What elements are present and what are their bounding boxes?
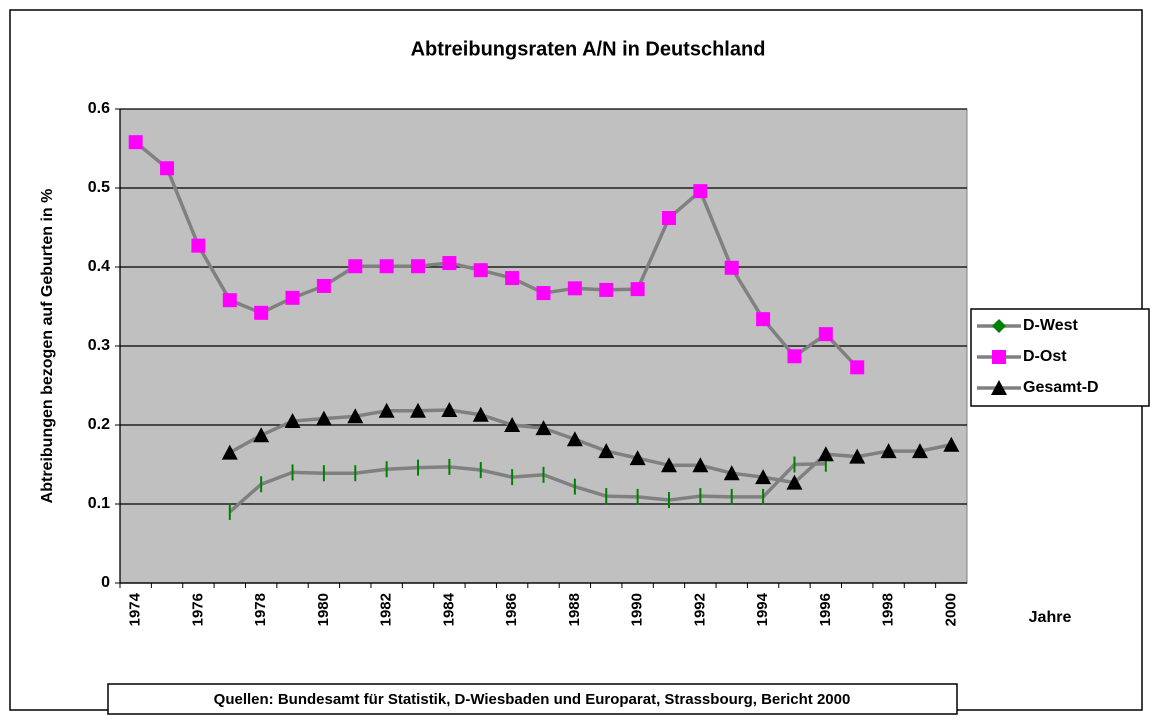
y-tick-label: 0.6 — [88, 100, 110, 117]
point-marker — [315, 410, 332, 426]
x-tick-label: 1978 — [252, 593, 269, 626]
point-marker — [943, 436, 960, 452]
point-marker — [285, 290, 300, 305]
x-tick-label: 2000 — [942, 593, 959, 626]
point-marker — [818, 327, 833, 342]
point-marker — [992, 350, 1006, 364]
source-box — [107, 683, 958, 715]
point-marker — [472, 406, 489, 422]
point-marker — [786, 474, 803, 490]
point-marker — [692, 457, 709, 473]
point-marker — [566, 431, 583, 447]
point-marker — [724, 260, 739, 275]
x-tick-label: 1982 — [378, 593, 395, 626]
legend-label: D-West — [1023, 317, 1078, 334]
point-marker — [284, 413, 301, 429]
y-tick-label: 0.4 — [88, 258, 110, 275]
point-marker — [755, 469, 772, 485]
point-marker — [316, 278, 331, 293]
point-marker — [221, 444, 238, 460]
point-marker — [756, 312, 771, 327]
point-marker — [598, 443, 615, 459]
point-marker — [723, 465, 740, 481]
point-marker — [660, 457, 677, 473]
y-tick-label: 0.5 — [88, 179, 110, 196]
point-marker — [378, 402, 395, 418]
point-marker — [442, 256, 457, 271]
point-marker — [222, 293, 237, 308]
x-tick-label: 1980 — [315, 593, 332, 626]
x-tick-label: 1998 — [880, 593, 897, 626]
point-marker — [411, 259, 426, 274]
point-marker — [505, 271, 520, 286]
point-marker — [536, 286, 551, 301]
point-marker — [379, 259, 394, 274]
x-tick-label: 1976 — [189, 593, 206, 626]
point-marker — [473, 263, 488, 278]
point-marker — [911, 443, 928, 459]
point-marker — [535, 420, 552, 436]
legend-label: D-Ost — [1023, 348, 1067, 365]
point-marker — [992, 319, 1006, 333]
point-marker — [347, 408, 364, 424]
y-tick-label: 0.2 — [88, 416, 110, 433]
x-tick-label: 1992 — [691, 593, 708, 626]
point-marker — [991, 380, 1007, 395]
point-marker — [253, 427, 270, 443]
x-tick-label: 1994 — [754, 592, 771, 626]
y-tick-label: 0.1 — [88, 495, 110, 512]
y-tick-label: 0 — [101, 574, 110, 591]
x-tick-label: 1974 — [127, 592, 144, 626]
point-marker — [629, 450, 646, 466]
point-marker — [191, 238, 206, 253]
x-axis-label: Jahre — [1029, 609, 1072, 626]
x-tick-label: 1988 — [566, 593, 583, 626]
legend-label: Gesamt-D — [1023, 379, 1099, 396]
point-marker — [348, 259, 363, 274]
point-marker — [817, 446, 834, 462]
point-marker — [410, 402, 427, 418]
y-axis-label: Abtreibungen bezogen auf Geburten in % — [39, 189, 56, 504]
point-marker — [254, 305, 269, 320]
point-marker — [849, 448, 866, 464]
point-marker — [504, 417, 521, 432]
point-marker — [441, 401, 458, 417]
point-marker — [128, 135, 143, 150]
point-marker — [850, 360, 865, 375]
point-marker — [787, 349, 802, 364]
source-note: Quellen: Bundesamt für Statistik, D-Wies… — [214, 691, 851, 708]
x-tick-label: 1984 — [440, 592, 457, 626]
x-tick-label: 1990 — [629, 593, 646, 626]
series-line — [228, 408, 952, 485]
point-marker — [880, 443, 897, 459]
y-tick-label: 0.3 — [88, 337, 110, 354]
point-marker — [693, 184, 708, 199]
chart-title: Abtreibungsraten A/N in Deutschland — [411, 38, 766, 60]
x-tick-label: 1986 — [503, 593, 520, 626]
point-marker — [661, 211, 676, 226]
series-line — [228, 461, 826, 514]
point-marker — [160, 161, 175, 176]
point-marker — [599, 282, 614, 297]
point-marker — [567, 281, 582, 296]
x-tick-label: 1996 — [817, 593, 834, 626]
point-marker — [630, 282, 645, 297]
